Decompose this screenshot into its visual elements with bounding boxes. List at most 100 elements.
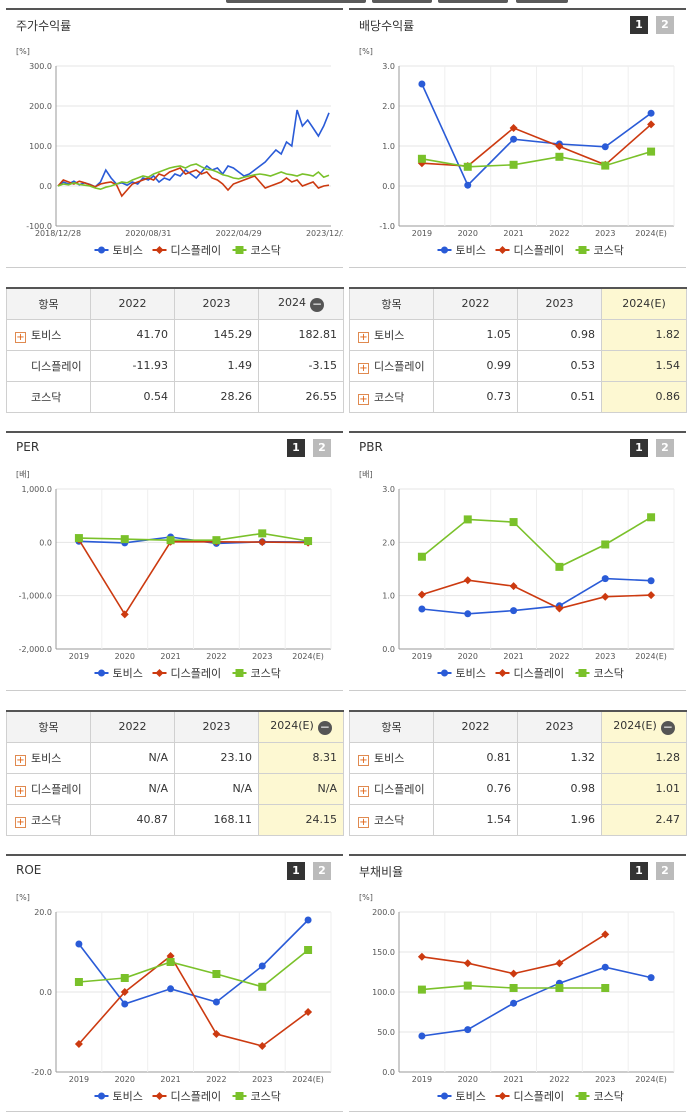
x-tick-label: 2020/08/31 — [125, 229, 171, 238]
page-1-button[interactable]: 1 — [630, 439, 648, 457]
expand-icon[interactable]: + — [15, 785, 26, 797]
x-tick-label: 2020 — [115, 1075, 135, 1084]
data-point — [417, 952, 426, 961]
top-tab-4[interactable] — [516, 0, 568, 3]
cell: N/A — [258, 772, 344, 805]
top-tab-3[interactable] — [438, 0, 508, 3]
data-point — [304, 1008, 313, 1016]
col-header: 2023 — [517, 710, 602, 743]
table-row: + 코스닥 0.73 0.51 0.86 — [349, 380, 687, 413]
legend-label: 디스플레이 — [171, 667, 222, 680]
y-tick-label: -2,000.0 — [19, 645, 52, 654]
y-tick-label: -1.0 — [379, 222, 395, 231]
col-header: 2023 — [174, 710, 259, 743]
data-point — [464, 181, 472, 189]
data-point — [509, 582, 518, 591]
row-label: 코스닥 — [6, 380, 91, 413]
data-point — [304, 537, 313, 546]
x-tick-label: 2022 — [206, 652, 226, 661]
axis-unit: [%] — [16, 47, 30, 56]
cell: 1.96 — [517, 803, 602, 836]
data-point — [601, 161, 610, 170]
expand-icon[interactable]: + — [358, 393, 369, 405]
cell: 1.82 — [601, 318, 687, 351]
data-point — [555, 142, 564, 151]
data-point — [510, 999, 518, 1007]
data-point — [304, 946, 313, 954]
data-point — [601, 540, 610, 549]
data-point — [509, 160, 518, 169]
col-header: 2022 — [90, 710, 175, 743]
data-point — [509, 124, 518, 132]
cell: 168.11 — [174, 803, 259, 836]
data-point — [578, 246, 587, 254]
page-2-button[interactable]: 2 — [656, 16, 674, 34]
legend-label: 코스닥 — [594, 667, 624, 680]
collapse-icon[interactable]: − — [660, 719, 675, 735]
data-point — [578, 1092, 587, 1100]
table-row: + 디스플레이 0.99 0.53 1.54 — [349, 349, 687, 382]
top-tab-1[interactable] — [226, 0, 366, 3]
col-header: 2024(E) − — [601, 710, 687, 743]
series-line — [421, 966, 652, 1037]
data-point — [258, 1042, 267, 1050]
y-tick-label: 1,000.0 — [21, 485, 52, 494]
data-point — [120, 988, 129, 996]
expand-icon[interactable]: + — [358, 754, 369, 766]
data-point — [74, 534, 83, 543]
cell: 0.98 — [517, 772, 602, 805]
page-2-button[interactable]: 2 — [313, 862, 331, 880]
collapse-icon[interactable]: − — [310, 296, 324, 312]
legend-label: 디스플레이 — [514, 1090, 565, 1103]
data-point — [258, 529, 267, 538]
data-point — [463, 981, 472, 990]
x-tick-label: 2023/12/28 — [306, 229, 343, 238]
series-line — [57, 167, 330, 198]
data-point — [212, 536, 221, 545]
expand-icon[interactable]: + — [358, 816, 369, 828]
axis-unit: [%] — [16, 893, 30, 902]
cell: 1.05 — [433, 318, 518, 351]
series-line — [421, 579, 652, 610]
axis-unit: [배] — [359, 470, 373, 479]
collapse-icon[interactable]: − — [317, 719, 332, 735]
expand-icon[interactable]: + — [358, 331, 369, 343]
legend-label: 코스닥 — [251, 1090, 281, 1103]
cell: 1.28 — [601, 741, 687, 774]
col-header: 2024(E) − — [258, 710, 344, 743]
expand-icon[interactable]: + — [15, 754, 26, 766]
cell: 182.81 — [258, 318, 344, 351]
page-1-button[interactable]: 1 — [287, 439, 305, 457]
x-tick-label: 2021 — [160, 1075, 180, 1084]
x-tick-label: 2020 — [458, 652, 478, 661]
x-tick-label: 2021 — [503, 229, 523, 238]
cell: 0.53 — [517, 349, 602, 382]
page-1-button[interactable]: 1 — [287, 862, 305, 880]
data-point — [498, 669, 507, 677]
page-1-button[interactable]: 1 — [630, 16, 648, 34]
page-2-button[interactable]: 2 — [313, 439, 331, 457]
expand-icon[interactable]: + — [15, 816, 26, 828]
expand-icon[interactable]: + — [15, 331, 26, 343]
page-1-button[interactable]: 1 — [630, 862, 648, 880]
data-point — [98, 246, 105, 254]
series-line — [421, 150, 652, 168]
data-point — [304, 916, 312, 924]
axis-unit: [배] — [16, 470, 30, 479]
expand-icon[interactable]: + — [358, 362, 369, 374]
y-tick-label: -1,000.0 — [19, 592, 52, 601]
data-point — [235, 246, 244, 254]
y-tick-label: 200.0 — [372, 908, 395, 917]
table-row: 코스닥 0.54 28.26 26.55 — [6, 380, 344, 413]
x-tick-label: 2024(E) — [292, 652, 324, 661]
page-2-button[interactable]: 2 — [656, 862, 674, 880]
page-2-button[interactable]: 2 — [656, 439, 674, 457]
data-point — [647, 577, 655, 585]
cell: 40.87 — [90, 803, 175, 836]
top-tab-2[interactable] — [372, 0, 432, 3]
legend-label: 토비스 — [113, 1090, 143, 1103]
table-row: + 디스플레이 0.76 0.98 1.01 — [349, 772, 687, 805]
data-point — [167, 985, 175, 993]
expand-icon[interactable]: + — [358, 785, 369, 797]
data-point — [98, 669, 105, 677]
